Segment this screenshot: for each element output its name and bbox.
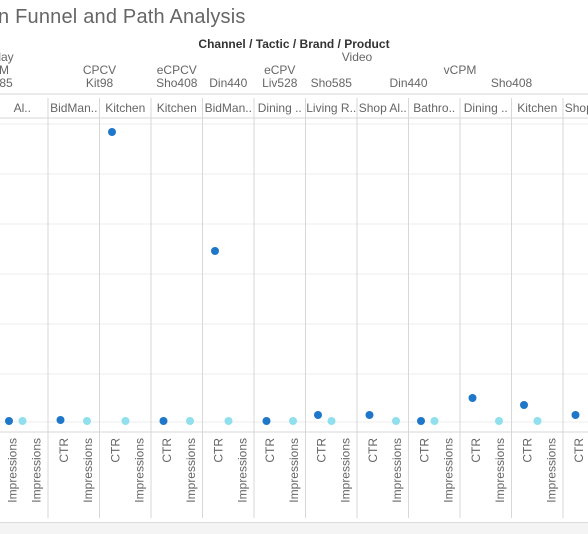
ctr-point (289, 417, 297, 425)
measure-label: CTR (418, 438, 432, 463)
ctr-point (18, 417, 27, 425)
measure-label: CTR (263, 438, 277, 463)
measure-label: Impressions (81, 438, 95, 503)
measure-label: Impressions (236, 438, 250, 503)
measure-label: CTR (160, 438, 174, 463)
ctr-point (495, 417, 503, 425)
brand-label: Din440 (389, 76, 427, 90)
ctr-point (430, 417, 439, 425)
impressions-point (314, 411, 322, 419)
brand-label: Sho585 (311, 76, 353, 90)
product-label: Shop Al.. (565, 101, 588, 115)
brand-label: Liv528 (262, 76, 298, 90)
measure-label: CTR (469, 438, 483, 463)
measure-label: Impressions (339, 438, 353, 503)
product-label: Dining .. (258, 101, 302, 115)
measure-label: CTR (521, 438, 535, 463)
measure-label: Impressions (30, 438, 44, 503)
page-title: n Funnel and Path Analysis (0, 6, 246, 28)
product-label: Dining .. (464, 101, 508, 115)
product-label: Living R.. (306, 101, 356, 115)
product-label: Bathro.. (413, 101, 455, 115)
ctr-point (186, 417, 194, 425)
impressions-point (5, 417, 13, 425)
measure-label: CTR (109, 438, 123, 463)
measure-label: Impressions (287, 438, 301, 503)
channel-label: Video (342, 50, 373, 64)
measure-label: CTR (57, 438, 71, 463)
tactic-label: M (0, 63, 9, 77)
tactic-label: eCPCV (157, 63, 197, 77)
ctr-point (121, 417, 130, 425)
impressions-point (159, 417, 168, 425)
impressions-point (417, 417, 425, 425)
product-label: Kitchen (105, 101, 145, 115)
ctr-point (327, 417, 336, 425)
impressions-point (571, 411, 580, 419)
channel-label: lay (0, 50, 14, 64)
product-label: BidMan.. (205, 101, 252, 115)
impressions-point (365, 411, 374, 419)
measure-label: CTR (315, 438, 329, 463)
ctr-point (392, 417, 400, 425)
measure-label: Impressions (442, 438, 456, 503)
tactic-label: CPCV (83, 63, 116, 77)
brand-label: Kit98 (86, 76, 114, 90)
impressions-point (468, 394, 477, 402)
measure-label: Impressions (6, 438, 20, 503)
horizontal-scrollbar[interactable] (0, 522, 588, 534)
product-label: BidMan.. (50, 101, 97, 115)
column-header-caption: Channel / Tactic / Brand / Product (198, 37, 390, 51)
ctr-point (533, 417, 542, 425)
brand-label: 85 (0, 76, 13, 90)
measure-label: CTR (212, 438, 226, 463)
tactic-label: vCPM (444, 63, 477, 77)
measure-label: Impressions (390, 438, 404, 503)
impressions-point (211, 247, 219, 255)
measure-label: Impressions (493, 438, 507, 503)
brand-label: Din440 (209, 76, 247, 90)
ctr-point (83, 417, 91, 425)
measure-label: CTR (572, 438, 586, 463)
impressions-point (108, 128, 116, 136)
brand-label: Sho408 (156, 76, 198, 90)
product-label: Shop Al.. (359, 101, 407, 115)
product-label: Kitchen (157, 101, 197, 115)
measure-label: Impressions (545, 438, 559, 503)
product-label: Al.. (14, 101, 31, 115)
impressions-point (262, 417, 271, 425)
measure-label: CTR (366, 438, 380, 463)
brand-label: Sho408 (491, 76, 533, 90)
tactic-label: eCPV (264, 63, 295, 77)
measure-label: Impressions (133, 438, 147, 503)
measure-label: Impressions (184, 438, 198, 503)
impressions-point (56, 416, 65, 424)
impressions-point (520, 401, 528, 409)
product-label: Kitchen (517, 101, 557, 115)
ctr-point (224, 417, 233, 425)
